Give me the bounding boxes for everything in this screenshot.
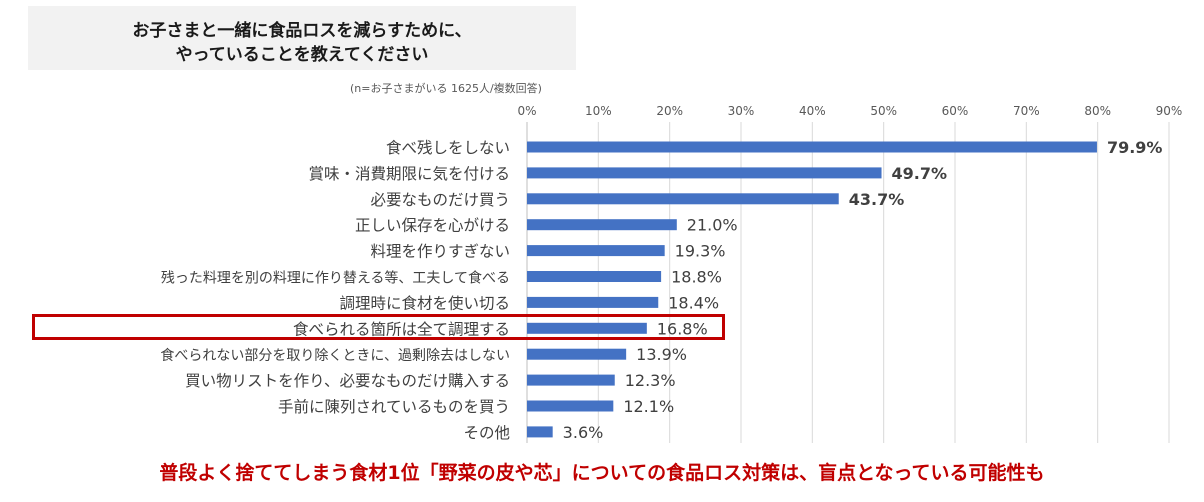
data-label: 16.8%	[657, 319, 708, 338]
x-tick-label: 60%	[942, 104, 969, 118]
bar-chart: 0% 10% 20% 30% 40% 50% 60% 70% 80% 90% 食べ残しをしない 79.…	[160, 104, 1183, 443]
category-label: 正しい保存を心がける	[355, 217, 510, 235]
bar	[527, 245, 665, 257]
bar	[527, 271, 662, 282]
x-tick-label: 50%	[870, 104, 897, 118]
chart-title-line-2: やっていることを教えてください	[175, 45, 429, 65]
category-label: 必要なものだけ買う	[370, 191, 510, 209]
category-label: 買い物リストを作り、必要なものだけ購入する	[185, 372, 510, 390]
footer-caption: 普段よく捨ててしまう食材1位「野菜の皮や芯」についての食品ロス対策は、盲点となっ…	[159, 462, 1045, 484]
x-tick-label: 90%	[1156, 104, 1183, 118]
data-label: 19.3%	[675, 242, 726, 261]
category-label: 残った料理を別の料理に作り替える等、工夫して食べる	[161, 270, 510, 287]
data-label: 18.4%	[668, 293, 719, 312]
data-label: 21.0%	[687, 216, 738, 235]
highlight-box	[32, 314, 725, 340]
bar	[527, 322, 647, 334]
data-label: 12.3%	[625, 371, 676, 390]
x-tick-label: 20%	[656, 104, 683, 118]
x-tick-label: 30%	[728, 104, 755, 118]
x-tick-label: 70%	[1013, 104, 1040, 118]
bar	[527, 141, 1097, 153]
x-tick-label: 40%	[799, 104, 826, 118]
data-label: 79.9%	[1107, 138, 1163, 157]
data-label: 49.7%	[892, 164, 948, 183]
x-tick-label: 10%	[585, 104, 612, 118]
x-tick-label: 80%	[1084, 104, 1111, 118]
category-label: 食べられる箇所は全て調理する	[293, 320, 510, 338]
bar	[527, 167, 882, 179]
data-label: 13.9%	[636, 345, 687, 364]
title-box: お子さまと一緒に食品ロスを減らすために、 やっていることを教えてください	[28, 6, 576, 70]
x-tick-label: 0%	[517, 104, 536, 118]
category-label: 料理を作りすぎない	[370, 243, 510, 261]
category-label: 手前に陳列されているものを買う	[278, 398, 510, 416]
bar	[527, 348, 627, 360]
chart-title-line-1: お子さまと一緒に食品ロスを減らすために、	[132, 21, 472, 41]
bar	[527, 296, 659, 308]
category-label: 食べられない部分を取り除くときに、過剰除去はしない	[160, 347, 510, 364]
data-label: 12.1%	[623, 397, 674, 416]
category-label: その他	[463, 424, 510, 442]
bar	[527, 193, 839, 205]
category-label: 調理時に食材を使い切る	[339, 294, 510, 312]
data-label: 3.6%	[563, 423, 604, 442]
data-label: 18.8%	[671, 268, 722, 287]
sample-note: (n=お子さまがいる 1625人/複数回答)	[350, 82, 542, 95]
category-label: 食べ残しをしない	[386, 139, 510, 157]
bar	[527, 374, 615, 386]
category-label: 賞味・消費期限に気を付ける	[308, 165, 510, 183]
bar	[527, 219, 677, 231]
bar	[527, 400, 614, 412]
bar	[527, 426, 553, 438]
data-label: 43.7%	[849, 190, 905, 209]
